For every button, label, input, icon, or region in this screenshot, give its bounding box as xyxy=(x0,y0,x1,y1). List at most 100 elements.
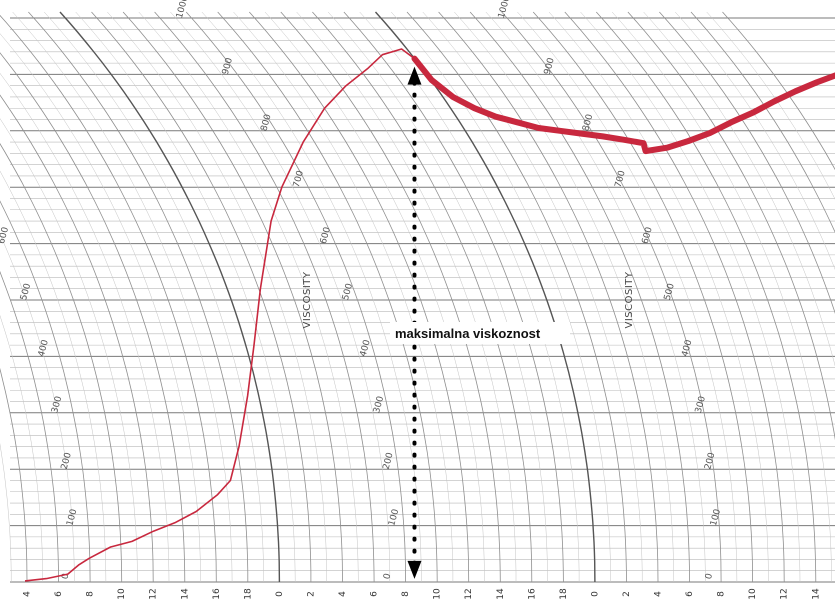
viscosity-scale-label: 300 xyxy=(50,395,64,414)
grid-arc xyxy=(706,11,835,200)
annotation-label: maksimalna viskoznost xyxy=(395,326,541,341)
time-arc-grid xyxy=(0,11,835,583)
viscosity-scale-label: 200 xyxy=(382,451,396,470)
grid-arc xyxy=(0,52,186,583)
viscosity-scale-label: 400 xyxy=(37,339,51,358)
grid-arc xyxy=(59,11,281,583)
viscosity-scale-label: 100 xyxy=(65,508,79,527)
time-tick-label: 0 xyxy=(275,591,285,597)
viscosity-scale-label: 900 xyxy=(543,57,557,76)
time-tick-label: 0 xyxy=(590,591,600,597)
time-tick-label: 6 xyxy=(370,591,380,597)
grid-arc xyxy=(327,11,548,583)
zero-mark: 0 xyxy=(60,572,71,580)
zero-mark: 0 xyxy=(382,572,393,580)
grid-arc xyxy=(438,11,659,583)
time-tick-label: 12 xyxy=(149,588,159,599)
series-line-rise xyxy=(24,48,415,582)
grid-arc xyxy=(44,11,264,582)
time-tick-label: 16 xyxy=(212,588,222,600)
grid-arc xyxy=(12,11,233,583)
grid-arc xyxy=(0,14,217,583)
viscosity-scale-label: 200 xyxy=(703,451,717,470)
grid-arc xyxy=(391,11,611,583)
time-tick-label: 10 xyxy=(117,588,127,600)
grid-arc xyxy=(217,11,438,583)
viscosity-axis-word: VISCOSITY xyxy=(302,271,313,328)
time-tick-label: 14 xyxy=(180,588,190,600)
grid-arc xyxy=(659,11,835,314)
grid-arc xyxy=(501,11,722,583)
viscosity-scale-label: 400 xyxy=(359,339,373,358)
grid-arc xyxy=(611,11,832,582)
grid-arc xyxy=(564,11,785,583)
viscosity-scale-label: 500 xyxy=(663,282,677,301)
grid-arc xyxy=(675,11,835,270)
time-tick-label: 14 xyxy=(811,588,821,600)
viscosity-scale-label: 800 xyxy=(259,113,273,132)
grid-arc xyxy=(359,11,580,582)
grid-arc xyxy=(485,11,706,582)
time-tick-label: 4 xyxy=(338,591,348,597)
grid-arc xyxy=(170,11,391,582)
time-tick-label: 4 xyxy=(23,591,33,597)
viscosity-scale-label: 500 xyxy=(341,282,355,301)
viscosity-scale-label: 600 xyxy=(319,226,333,245)
zero-mark: 0 xyxy=(704,572,715,580)
zero-marks: 0 0 0 xyxy=(60,572,715,580)
annotation-background xyxy=(390,322,570,344)
grid-arc xyxy=(264,11,485,583)
viscosity-axis-word: VISCOSITY xyxy=(624,271,635,328)
grid-arc xyxy=(0,233,75,582)
time-tick-label: 4 xyxy=(654,591,664,597)
grid-arc xyxy=(0,442,12,582)
grid-arc xyxy=(249,11,470,583)
grid-arc xyxy=(75,11,296,583)
grid-arc xyxy=(0,72,170,583)
grid-arc xyxy=(343,11,564,583)
grid-arc xyxy=(454,11,675,583)
time-tick-label: 8 xyxy=(86,591,96,597)
time-tick-labels: 4 6 8 10 12 14 16 18 0 2 4 6 8 10 12 14 16 18 0 2 4 6 8 10 12 14 xyxy=(23,588,822,600)
grid-arc xyxy=(548,11,769,582)
time-tick-label: 14 xyxy=(496,588,506,600)
grid-arc xyxy=(185,11,406,583)
grid-arc xyxy=(469,11,690,583)
grid-arc xyxy=(233,11,454,582)
grid-arc xyxy=(374,11,596,583)
grid-arc xyxy=(91,11,312,582)
grid-arc xyxy=(296,11,517,582)
grid-arc xyxy=(201,11,422,583)
grid-arc xyxy=(0,143,123,583)
viscosity-scale-label: 600 xyxy=(0,226,11,245)
viscosity-scale-label: 300 xyxy=(694,395,708,414)
peak-arrow-down xyxy=(407,560,422,579)
grid-arc xyxy=(154,11,375,583)
grid-arc xyxy=(0,200,91,583)
time-tick-label: 2 xyxy=(306,591,316,597)
time-tick-label: 18 xyxy=(559,588,569,600)
viscosity-scale-label: 200 xyxy=(60,451,74,470)
series-line-plateau xyxy=(411,55,835,155)
peak-arrow-up xyxy=(407,66,422,85)
time-tick-label: 2 xyxy=(622,591,632,597)
time-tick-label: 10 xyxy=(748,588,758,600)
viscosity-scale-label: 800 xyxy=(581,113,595,132)
time-tick-label: 12 xyxy=(464,588,474,599)
time-tick-label: 12 xyxy=(780,588,790,599)
grid-arc xyxy=(0,270,59,582)
grid-arc xyxy=(280,11,501,583)
time-tick-label: 8 xyxy=(717,591,727,597)
viscosity-scale-label: 600 xyxy=(641,226,655,245)
viscosity-scale-label: 100 xyxy=(387,508,401,527)
grid-arc xyxy=(0,170,107,583)
grid-arc xyxy=(0,118,138,582)
time-tick-label: 6 xyxy=(685,591,695,597)
grid-arc xyxy=(580,11,801,583)
time-tick-label: 8 xyxy=(401,591,411,597)
grid-arc xyxy=(0,314,44,583)
viscosity-scale-labels: 1002003004005006007008009001000100200300… xyxy=(0,0,723,527)
viscosity-scale-label: 100 xyxy=(709,508,723,527)
viscosity-scale-label: 900 xyxy=(221,57,235,76)
